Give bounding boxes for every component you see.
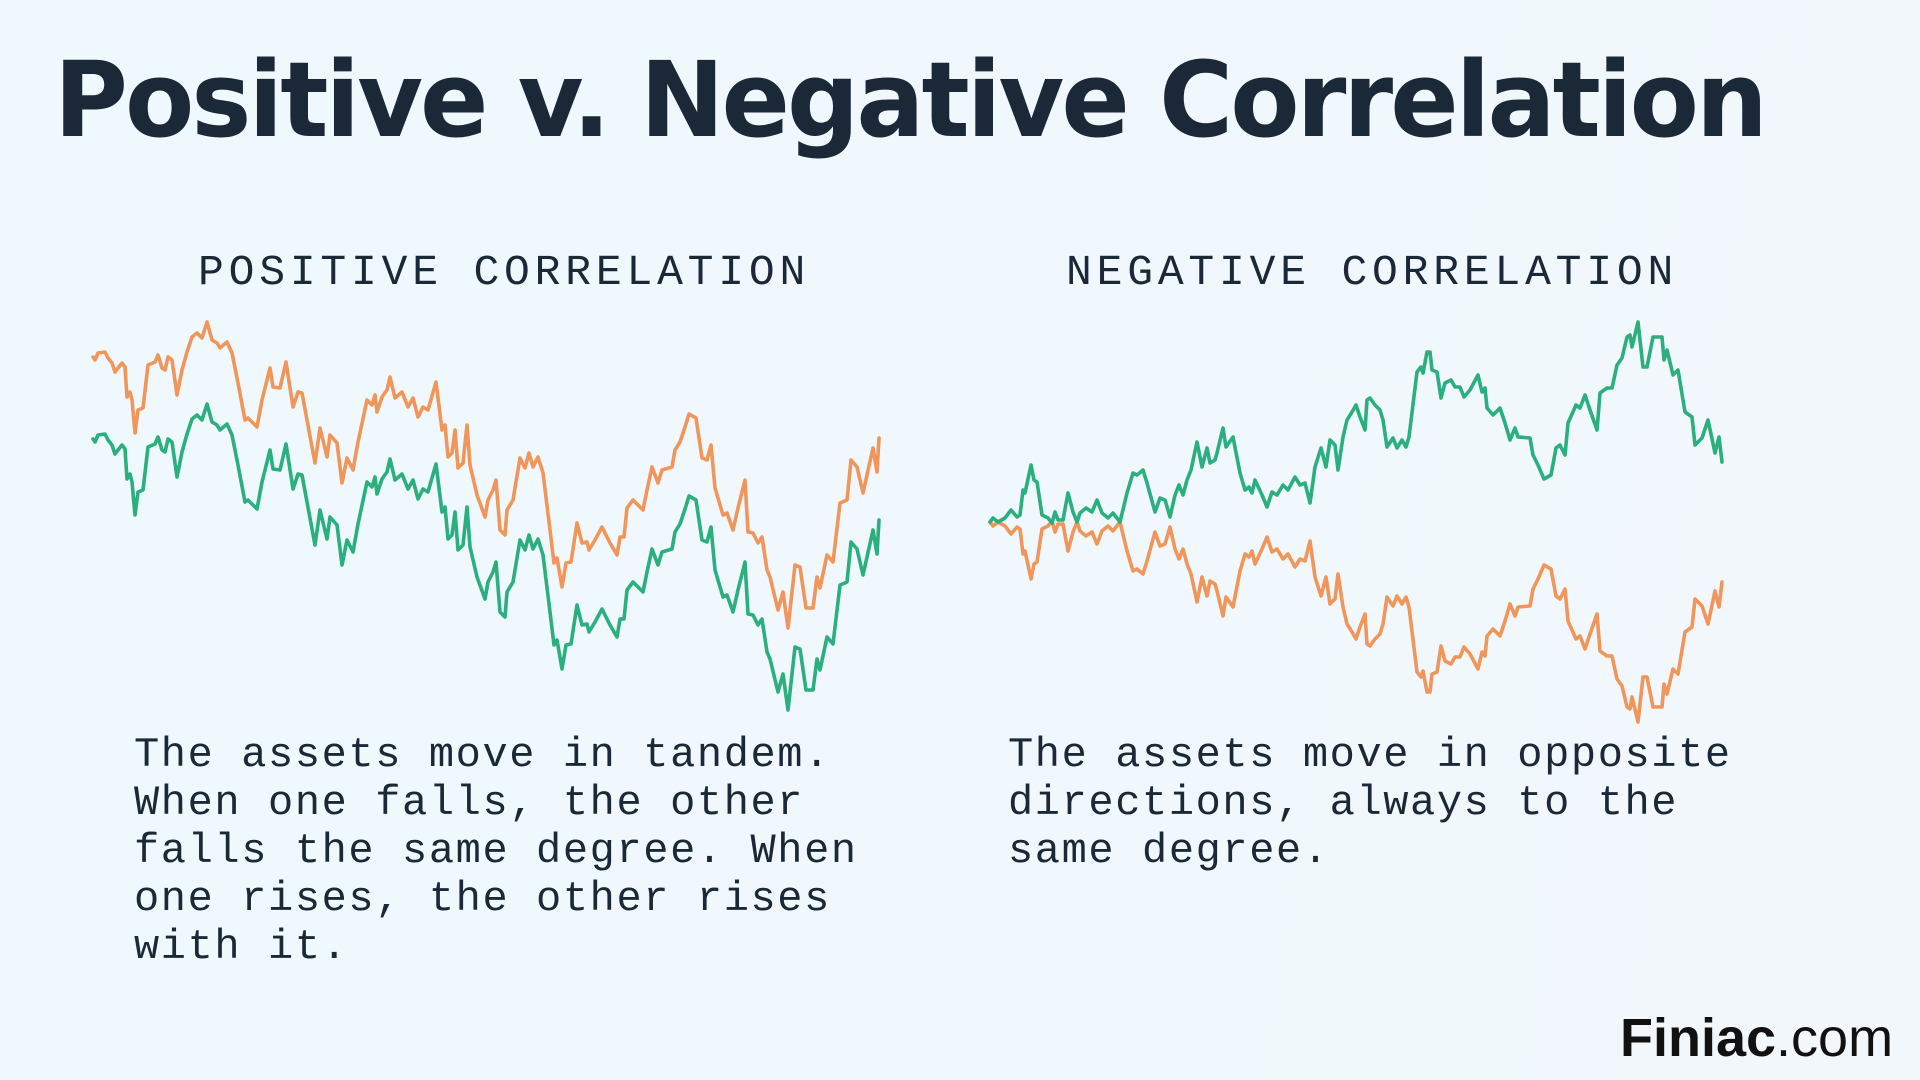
brand-logo: Finiac.com (1620, 1008, 1893, 1068)
positive-series-orange-line (91, 320, 881, 630)
brand-tld: .com (1776, 1008, 1894, 1068)
negative-correlation-description: The assets move in opposite directions, … (1008, 731, 1768, 875)
description-line: with it. (134, 923, 349, 971)
positive-series-green-line (91, 402, 881, 712)
negative-correlation-chart (988, 320, 1724, 724)
description-line: one rises, the other rises (134, 875, 831, 923)
description-line: directions, always to the (1008, 779, 1679, 827)
brand-name: Finiac (1620, 1008, 1777, 1068)
positive-correlation-heading: POSITIVE CORRELATION (198, 248, 811, 297)
page-title: Positive v. Negative Correlation (54, 39, 1768, 161)
description-line: The assets move in opposite (1008, 731, 1732, 779)
description-line: falls the same degree. When (134, 827, 858, 875)
positive-correlation-description: The assets move in tandem. When one fall… (134, 731, 894, 971)
negative-correlation-heading: NEGATIVE CORRELATION (1066, 248, 1679, 297)
negative-series-orange-line (988, 519, 1724, 724)
description-line: When one falls, the other (134, 779, 805, 827)
negative-series-green-line (988, 320, 1724, 525)
description-line: The assets move in tandem. (134, 731, 831, 779)
positive-correlation-chart (91, 320, 881, 712)
description-line: same degree. (1008, 827, 1330, 875)
